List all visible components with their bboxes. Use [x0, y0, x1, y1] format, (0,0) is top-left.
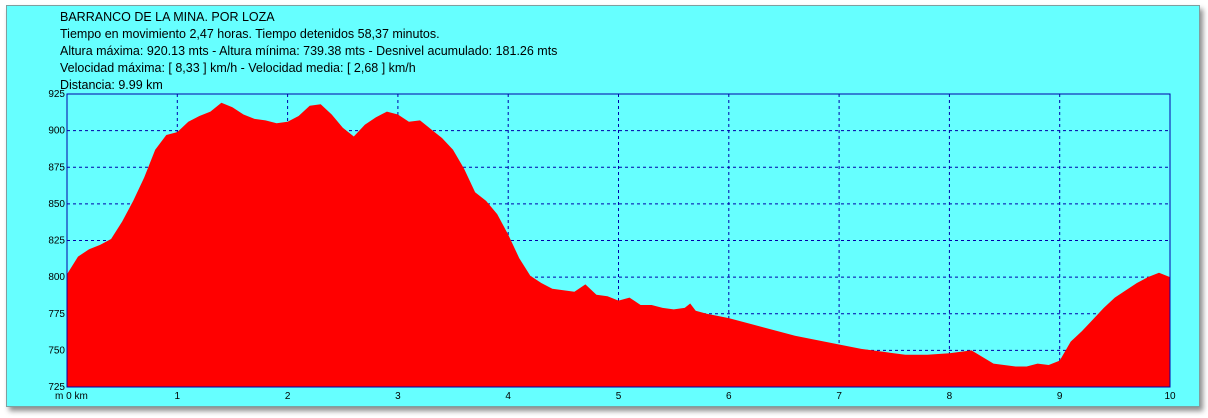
x-tick-label: 1 — [175, 391, 181, 402]
x-tick-label: 9 — [1057, 391, 1063, 402]
distance-info: Distancia: 9.99 km — [60, 78, 163, 92]
plot-border — [66, 93, 1171, 388]
moving-time-info: Tiempo en movimiento 2,47 horas. Tiempo … — [60, 27, 440, 41]
y-tick-label: 775 — [48, 309, 65, 320]
x-tick-label: 10 — [1164, 391, 1176, 402]
y-tick-label: 850 — [48, 199, 65, 210]
speed-info: Velocidad máxima: [ 8,33 ] km/h - Veloci… — [60, 61, 416, 75]
x-tick-label: 6 — [726, 391, 732, 402]
track-title: BARRANCO DE LA MINA. POR LOZA — [60, 10, 275, 24]
y-tick-label: 875 — [48, 162, 65, 173]
y-tick-label: 800 — [48, 272, 65, 283]
y-tick-label: 750 — [48, 345, 65, 356]
x-tick-label: 7 — [836, 391, 842, 402]
x-origin-label: m 0 km — [55, 391, 88, 402]
altitude-info: Altura máxima: 920.13 mts - Altura mínim… — [60, 44, 558, 58]
elevation-area — [67, 102, 1170, 388]
x-tick-label: 3 — [395, 391, 401, 402]
x-tick-label: 5 — [616, 391, 622, 402]
y-axis-ticks: 925 900 875 850 825 800 775 750 725 — [48, 89, 65, 393]
x-tick-label: 4 — [505, 391, 511, 402]
y-tick-label: 900 — [48, 126, 65, 137]
x-axis-ticks: m 0 km 1 2 3 4 5 6 7 8 9 10 — [55, 391, 1176, 402]
y-tick-label: 925 — [48, 89, 65, 100]
y-tick-label: 825 — [48, 236, 65, 247]
x-tick-label: 2 — [285, 391, 291, 402]
x-tick-label: 8 — [947, 391, 953, 402]
y-tick-label: 725 — [48, 382, 65, 393]
